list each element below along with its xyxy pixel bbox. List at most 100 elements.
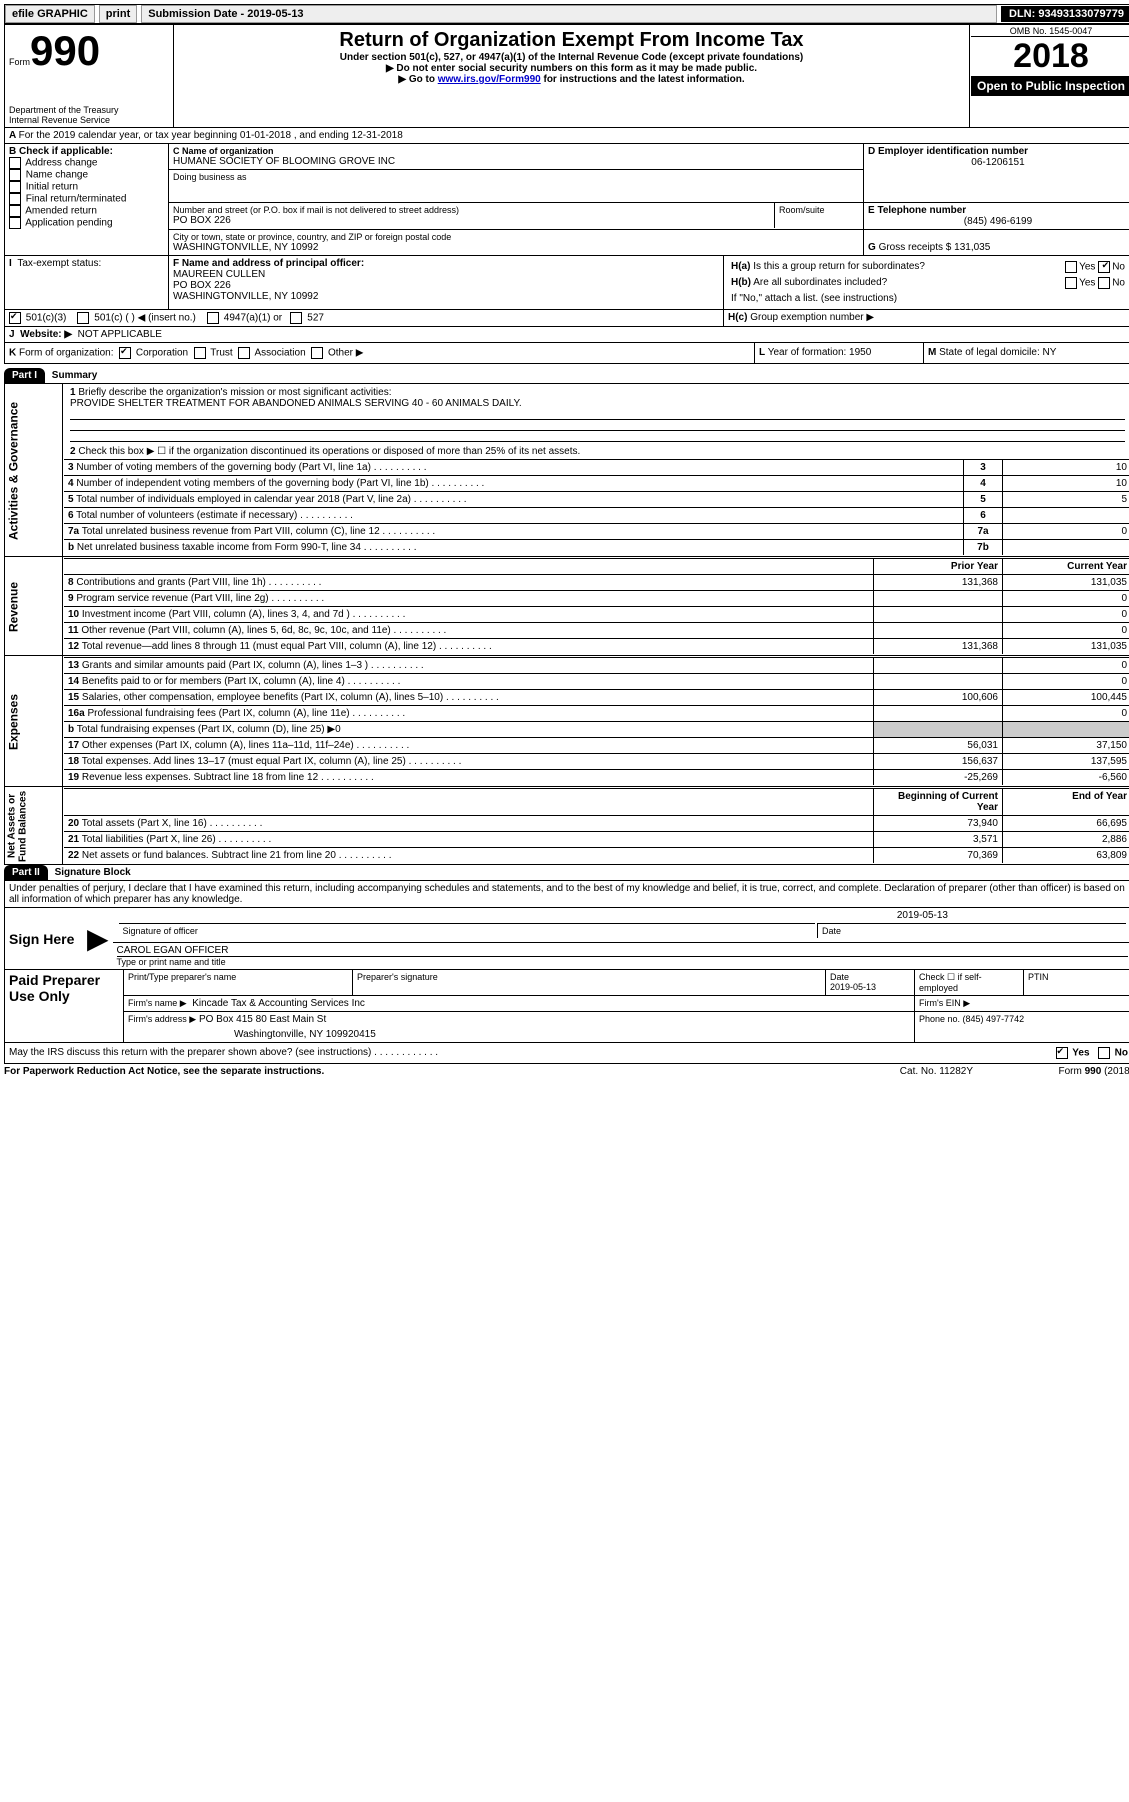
ha-no-checkbox[interactable] [1098,261,1110,273]
summary-curr: -6,560 [1003,770,1129,786]
ha-text: Is this a group return for subordinates? [753,261,925,272]
officer-name: MAUREEN CULLEN [173,269,719,280]
summary-row-text: 21 Total liabilities (Part X, line 26) [64,832,874,848]
summary-curr [1003,722,1129,738]
summary-row-text: b Total fundraising expenses (Part IX, c… [64,722,874,738]
b-checkbox[interactable] [9,169,21,181]
summary-prior [874,623,1003,639]
summary-prior: 70,369 [874,848,1003,864]
b-checkbox[interactable] [9,217,21,229]
summary-curr: 0 [1003,706,1129,722]
summary-row-value: 10 [1003,460,1129,476]
prep-name-label: Print/Type preparer's name [124,970,353,996]
sig-officer-label: Signature of officer [119,923,815,938]
header-sub2: ▶ Do not enter social security numbers o… [178,63,965,74]
sig-date-label: Date [817,923,1126,938]
summary-row-value: 5 [1003,492,1129,508]
f-label: F Name and address of principal officer: [173,258,364,269]
summary-prior [874,607,1003,623]
top-toolbar: efile GRAPHIC print Submission Date - 20… [4,4,1129,24]
ha-yes-checkbox[interactable] [1065,261,1077,273]
summary-curr: 100,445 [1003,690,1129,706]
summary-curr: 0 [1003,607,1129,623]
dept-treasury: Department of the Treasury Internal Reve… [9,105,169,125]
hb-yes-checkbox[interactable] [1065,277,1077,289]
subdate-prefix: Submission Date - [148,8,247,20]
dba-label: Doing business as [173,172,859,182]
summary-curr: 137,595 [1003,754,1129,770]
b-option: Initial return [9,181,164,193]
b-checkbox[interactable] [9,205,21,217]
summary-row-text: 7a Total unrelated business revenue from… [64,524,964,540]
k-assoc-checkbox[interactable] [238,347,250,359]
irs-link[interactable]: www.irs.gov/Form990 [438,74,541,85]
part1-label: Part I [4,368,45,383]
officer-addr1: PO BOX 226 [173,280,719,291]
k-other-checkbox[interactable] [311,347,323,359]
firm-city: Washingtonville, NY 109920415 [124,1027,915,1043]
efile-button[interactable]: efile GRAPHIC [5,5,95,23]
b-option: Name change [9,169,164,181]
line-a-text: For the 2019 calendar year, or tax year … [19,130,403,141]
summary-row-text: 17 Other expenses (Part IX, column (A), … [64,738,874,754]
paid-preparer-label: Paid Preparer Use Only [5,970,124,1043]
summary-curr: 37,150 [1003,738,1129,754]
firm-name-label: Firm's name ▶ [128,998,187,1008]
i-opt2: 501(c) ( ) ◀ (insert no.) [94,313,196,324]
ha-yes: Yes [1079,262,1095,273]
summary-prior: 56,031 [874,738,1003,754]
q1-value: PROVIDE SHELTER TREATMENT FOR ABANDONED … [70,398,522,409]
hb-no-checkbox[interactable] [1098,277,1110,289]
b-option: Address change [9,157,164,169]
firm-phone: Phone no. (845) 497-7742 [915,1012,1129,1043]
i-527-checkbox[interactable] [290,312,302,324]
i-opt1: 501(c)(3) [26,313,67,324]
footer-form: Form 990 (2018) [973,1066,1129,1077]
summary-prior: 131,368 [874,575,1003,591]
addr-label: Number and street (or P.O. box if mail i… [173,205,770,215]
i-opt3: 4947(a)(1) or [224,313,282,324]
print-button[interactable]: print [99,5,137,23]
summary-curr: 0 [1003,623,1129,639]
k-trust-checkbox[interactable] [194,347,206,359]
firm-name-value: Kincade Tax & Accounting Services Inc [192,998,365,1009]
j-label: Website: ▶ [20,329,72,340]
k-corp-checkbox[interactable] [119,347,131,359]
k-opt-other: Other ▶ [328,348,363,359]
summary-curr: 0 [1003,658,1129,674]
prep-date-value: 2019-05-13 [830,982,876,992]
officer-print-name: CAROL EGAN OFFICER [117,945,1128,956]
discuss-no-checkbox[interactable] [1098,1047,1110,1059]
b-checkbox[interactable] [9,181,21,193]
dln: DLN: 93493133079779 [1001,6,1129,22]
summary-row-text: 9 Program service revenue (Part VIII, li… [64,591,874,607]
ha-no: No [1112,262,1125,273]
i-4947-checkbox[interactable] [207,312,219,324]
i-501c3-checkbox[interactable] [9,312,21,324]
form-prefix: Form [9,57,30,67]
summary-prior: 100,606 [874,690,1003,706]
self-employed-label: Check ☐ if self-employed [915,970,1024,996]
part2-title: Signature Block [51,865,135,880]
summary-row-text: 16a Professional fundraising fees (Part … [64,706,874,722]
summary-curr: 131,035 [1003,639,1129,655]
summary-row-text: 6 Total number of volunteers (estimate i… [64,508,964,524]
sub3-pre: ▶ Go to [398,74,437,85]
subdate-value: 2019-05-13 [247,8,303,20]
summary-row-text: 12 Total revenue—add lines 8 through 11 … [64,639,874,655]
b-checkbox[interactable] [9,193,21,205]
summary-prior: 73,940 [874,816,1003,832]
b-checkbox[interactable] [9,157,21,169]
discuss-yes-checkbox[interactable] [1056,1047,1068,1059]
k-opt-assoc: Association [255,348,306,359]
i-opt4: 527 [307,313,324,324]
g-label: G [868,242,876,253]
tax-year: 2018 [971,37,1129,76]
i-501c-checkbox[interactable] [77,312,89,324]
b-option: Final return/terminated [9,193,164,205]
prep-date-label: Date [830,972,849,982]
summary-prior [874,722,1003,738]
open-public: Open to Public Inspection [971,76,1129,96]
summary-prior: -25,269 [874,770,1003,786]
form-header: Form990 Department of the Treasury Inter… [4,24,1129,128]
